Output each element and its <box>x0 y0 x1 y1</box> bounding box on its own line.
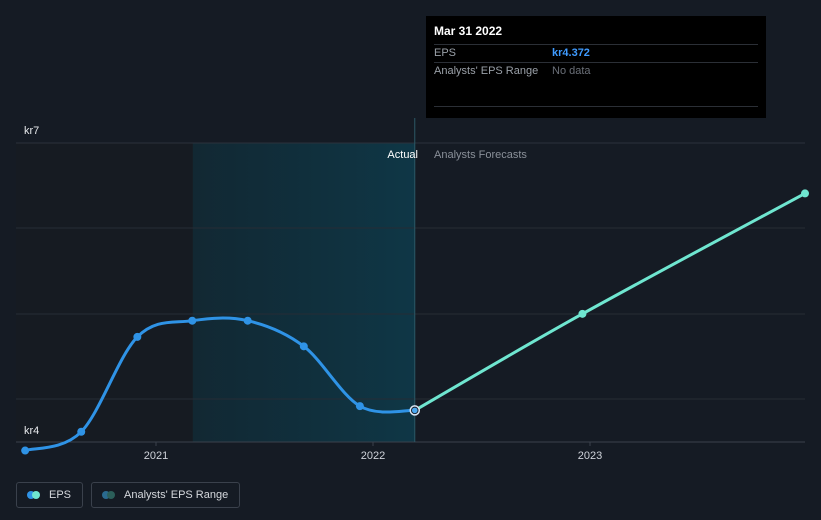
tooltip: Mar 31 2022 EPS kr4.372 Analysts' EPS Ra… <box>426 16 766 118</box>
series-layer <box>21 189 809 455</box>
tooltip-divider <box>434 106 758 107</box>
tooltip-row-range: Analysts' EPS Range No data <box>434 62 758 80</box>
x-tick-label-2021: 2021 <box>144 450 168 462</box>
x-tick-label-2023: 2023 <box>578 450 602 462</box>
eps-point[interactable] <box>77 427 86 436</box>
eps-forecast-point[interactable] <box>801 189 809 198</box>
tooltip-row-eps: EPS kr4.372 <box>434 44 758 62</box>
legend-item-eps[interactable]: EPS <box>16 482 84 508</box>
legend-item-eps-range[interactable]: Analysts' EPS Range <box>91 482 241 508</box>
eps-range-swatch-icon <box>102 491 116 499</box>
x-tick-label-2022: 2022 <box>361 450 385 462</box>
eps-point[interactable] <box>243 316 252 325</box>
eps-swatch-icon <box>27 491 41 499</box>
tooltip-range-label: Analysts' EPS Range <box>434 65 539 77</box>
hovered-point-center <box>411 407 418 414</box>
eps-point[interactable] <box>188 316 197 325</box>
actual-region-label: Actual <box>387 149 418 161</box>
y-tick-label-bottom: kr4 <box>24 425 39 437</box>
legend-label-eps: EPS <box>49 489 72 501</box>
eps-forecast-point[interactable] <box>578 309 587 318</box>
legend-dot <box>32 491 40 499</box>
eps-point[interactable] <box>299 342 308 351</box>
actual-history-region <box>16 143 210 442</box>
legend-dot <box>102 491 111 499</box>
tooltip-eps-label: EPS <box>434 47 457 59</box>
eps-point[interactable] <box>133 332 142 341</box>
y-tick-label-top: kr7 <box>24 125 39 137</box>
eps-line <box>23 316 417 453</box>
legend: EPS Analysts' EPS Range <box>16 482 241 508</box>
forecast-region-label: Analysts Forecasts <box>434 149 527 161</box>
tooltip-range-value: No data <box>552 65 591 77</box>
eps-forecast-line <box>413 191 807 412</box>
eps-point[interactable] <box>355 402 364 411</box>
legend-dot <box>107 491 116 499</box>
tooltip-eps-value: kr4.372 <box>552 47 590 59</box>
tooltip-date: Mar 31 2022 <box>434 24 503 38</box>
legend-label-eps-range: Analysts' EPS Range <box>124 489 229 501</box>
actual-period-highlight <box>192 143 415 442</box>
legend-dot <box>27 491 35 499</box>
eps-point[interactable] <box>21 446 30 455</box>
